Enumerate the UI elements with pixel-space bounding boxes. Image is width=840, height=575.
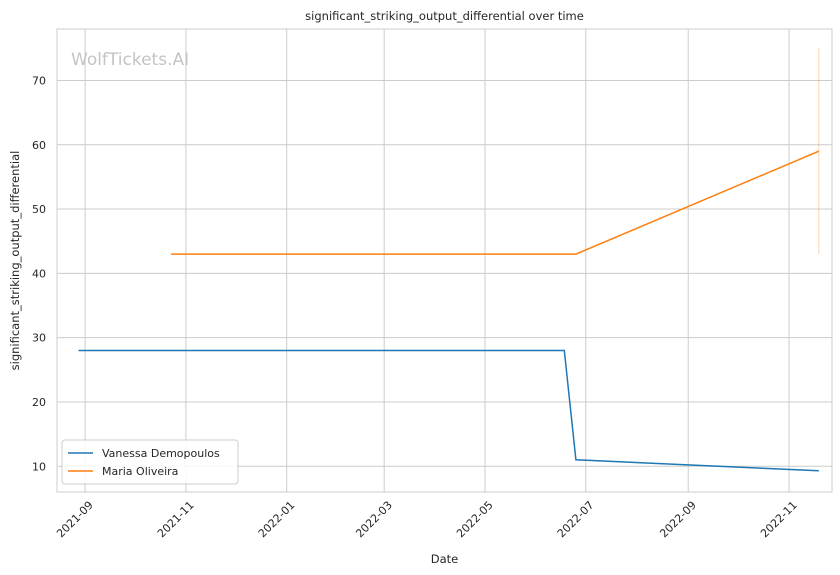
grid xyxy=(57,29,832,492)
y-tick-label: 20 xyxy=(32,396,46,409)
y-axis-ticks: 10 20 30 40 50 60 70 xyxy=(32,74,46,473)
series-lines xyxy=(78,150,820,472)
y-axis-label: significant_striking_output_differential xyxy=(8,151,22,371)
y-tick-label: 70 xyxy=(32,74,46,87)
y-tick-label: 40 xyxy=(32,267,46,280)
x-axis-label: Date xyxy=(431,552,459,566)
plot-area xyxy=(56,28,833,493)
y-tick-label: 60 xyxy=(32,139,46,152)
y-tick-label: 10 xyxy=(32,460,46,473)
chart-title: significant_striking_output_differential… xyxy=(305,9,584,23)
x-tick-label: 2022-07 xyxy=(555,499,597,541)
x-tick-label: 2021-11 xyxy=(155,499,197,541)
x-tick-label: 2022-01 xyxy=(256,499,298,541)
x-axis-ticks: 2021-09 2021-11 2022-01 2022-03 2022-05 2022-… xyxy=(54,499,800,541)
x-tick-label: 2022-05 xyxy=(454,499,496,541)
series-line-1 xyxy=(78,349,819,472)
x-tick-label: 2022-03 xyxy=(353,499,395,541)
x-tick-label: 2022-09 xyxy=(657,499,699,541)
legend-entry: Maria Oliveira xyxy=(102,465,178,478)
watermark: WolfTickets.AI xyxy=(71,50,189,70)
y-tick-label: 50 xyxy=(32,203,46,216)
legend: Vanessa Demopoulos Maria Oliveira xyxy=(61,439,239,485)
series-line-2 xyxy=(171,150,820,255)
x-tick-label: 2021-09 xyxy=(54,499,96,541)
legend-entry: Vanessa Demopoulos xyxy=(102,447,220,460)
legend-box xyxy=(61,439,239,485)
x-tick-label: 2022-11 xyxy=(758,499,800,541)
y-tick-label: 30 xyxy=(32,332,46,345)
